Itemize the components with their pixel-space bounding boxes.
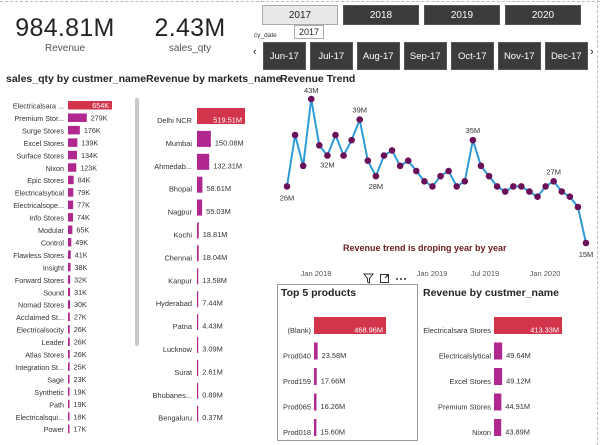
kpi-card-sales-qty[interactable]: 2.43M sales_qty [140, 14, 240, 70]
year-button-2019[interactable]: 2019 [424, 5, 500, 25]
visual-revenue-by-market[interactable] [146, 88, 276, 440]
focus-mode-icon[interactable] [379, 273, 390, 284]
visual-top5-products-selected-frame[interactable] [277, 284, 418, 441]
kpi-label: Revenue [44, 43, 86, 54]
slicer-next-arrow[interactable]: › [590, 46, 594, 58]
month-button-jul-17[interactable]: Jul-17 [310, 42, 353, 70]
kpi-card-revenue[interactable]: 984.81M Revenue [10, 14, 120, 70]
title-revenue-trend: Revenue Trend [280, 73, 356, 85]
year-button-2018[interactable]: 2018 [343, 5, 419, 25]
year-button-2017[interactable]: 2017 [262, 5, 338, 25]
month-slicer-field-label: cy_date [254, 32, 277, 39]
title-revenue-by-customer: Revenue by custmer_name [423, 287, 559, 299]
top-border-line [0, 1, 600, 2]
filter-icon[interactable] [363, 273, 374, 284]
year-button-2020[interactable]: 2020 [505, 5, 581, 25]
month-button-jun-17[interactable]: Jun-17 [263, 42, 306, 70]
month-button-dec-17[interactable]: Dec-17 [545, 42, 588, 70]
kpi-value: 984.81M [15, 14, 115, 42]
slicer-prev-arrow[interactable]: ‹ [253, 46, 257, 58]
right-border-line [597, 0, 598, 445]
title-qty-by-customer: sales_qty by custmer_name [6, 73, 147, 85]
more-options-icon[interactable] [395, 273, 407, 284]
title-top5-products: Top 5 products [281, 287, 357, 299]
visual-header [363, 271, 425, 285]
trend-annotation: Revenue trend is droping year by year [343, 243, 507, 253]
month-button-nov-17[interactable]: Nov-17 [498, 42, 541, 70]
year-tooltip: 2017 [294, 25, 325, 39]
visual-revenue-by-customer[interactable] [421, 284, 595, 441]
scrollbar[interactable] [135, 98, 139, 346]
visual-qty-by-customer[interactable] [4, 88, 142, 440]
title-revenue-by-market: Revenue by markets_name [146, 73, 282, 85]
kpi-value: 2.43M [154, 14, 226, 42]
month-button-sep-17[interactable]: Sep-17 [404, 42, 447, 70]
month-button-aug-17[interactable]: Aug-17 [357, 42, 400, 70]
kpi-label: sales_qty [168, 43, 212, 54]
month-button-oct-17[interactable]: Oct-17 [451, 42, 494, 70]
